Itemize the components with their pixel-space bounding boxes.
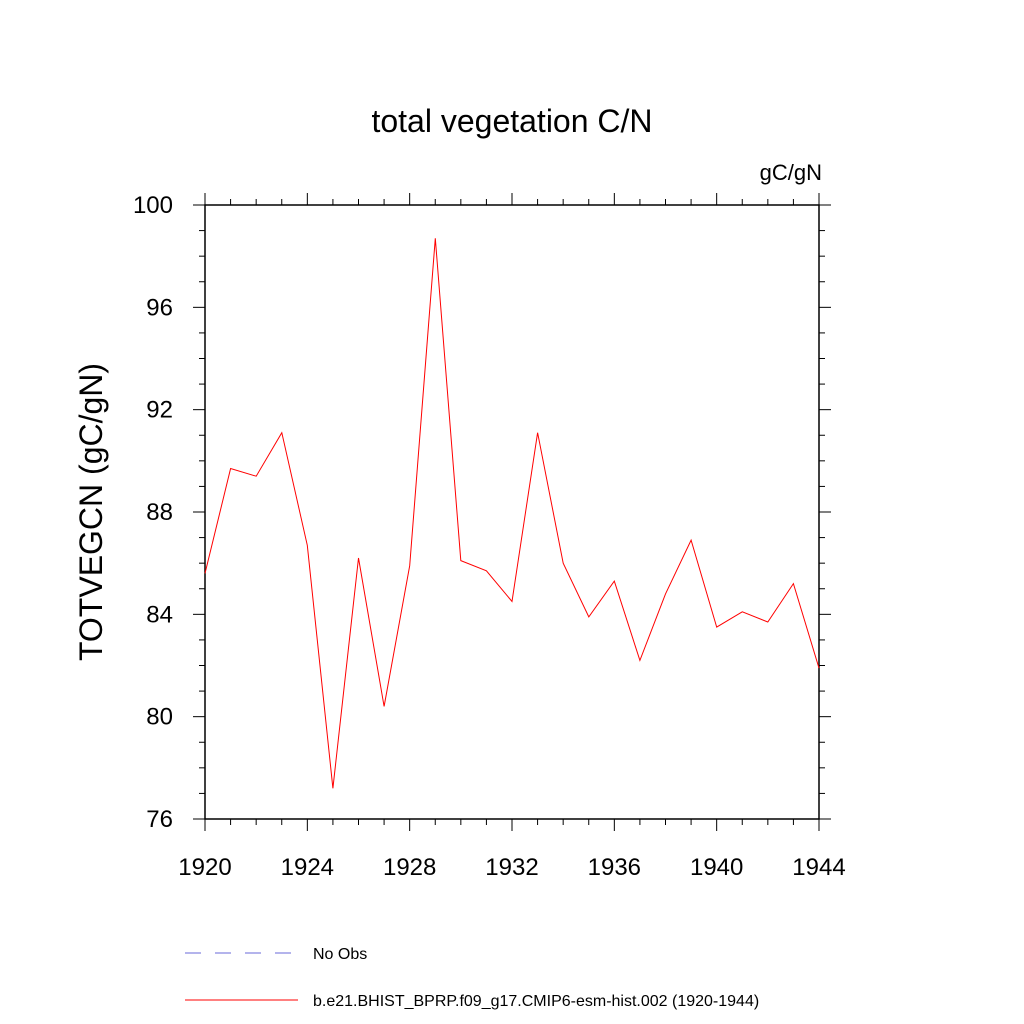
y-axis-label: TOTVEGCN (gC/gN) bbox=[73, 363, 109, 661]
x-tick-label: 1924 bbox=[281, 854, 334, 881]
x-tick-label: 1940 bbox=[690, 854, 743, 881]
axis-tick-labels: 1920 1924 1928 1932 1936 1940 1944 76 80 84 88 92 96… bbox=[133, 192, 846, 881]
legend-label-no-obs: No Obs bbox=[313, 946, 367, 963]
units-label: gC/gN bbox=[760, 160, 822, 185]
y-tick-label: 96 bbox=[146, 294, 173, 321]
plot-frame bbox=[204, 204, 820, 820]
y-tick-label: 100 bbox=[133, 192, 173, 219]
x-tick-label: 1944 bbox=[792, 854, 845, 881]
x-tick-label: 1932 bbox=[485, 854, 538, 881]
series-layer bbox=[204, 238, 820, 789]
x-tick-label: 1936 bbox=[588, 854, 641, 881]
y-tick-label: 88 bbox=[146, 499, 173, 526]
legend: No Obs b.e21.BHIST_BPRP.f09_g17.CMIP6-es… bbox=[185, 946, 759, 1010]
axis-ticks bbox=[193, 193, 831, 831]
x-tick-label: 1928 bbox=[383, 854, 436, 881]
chart-title: total vegetation C/N bbox=[371, 103, 652, 139]
series-line bbox=[204, 238, 820, 789]
y-tick-label: 92 bbox=[146, 397, 173, 424]
y-tick-label: 80 bbox=[146, 704, 173, 731]
legend-label-model: b.e21.BHIST_BPRP.f09_g17.CMIP6-esm-hist.… bbox=[313, 993, 759, 1010]
y-tick-label: 76 bbox=[146, 806, 173, 833]
x-tick-label: 1920 bbox=[178, 854, 231, 881]
y-tick-label: 84 bbox=[146, 601, 173, 628]
